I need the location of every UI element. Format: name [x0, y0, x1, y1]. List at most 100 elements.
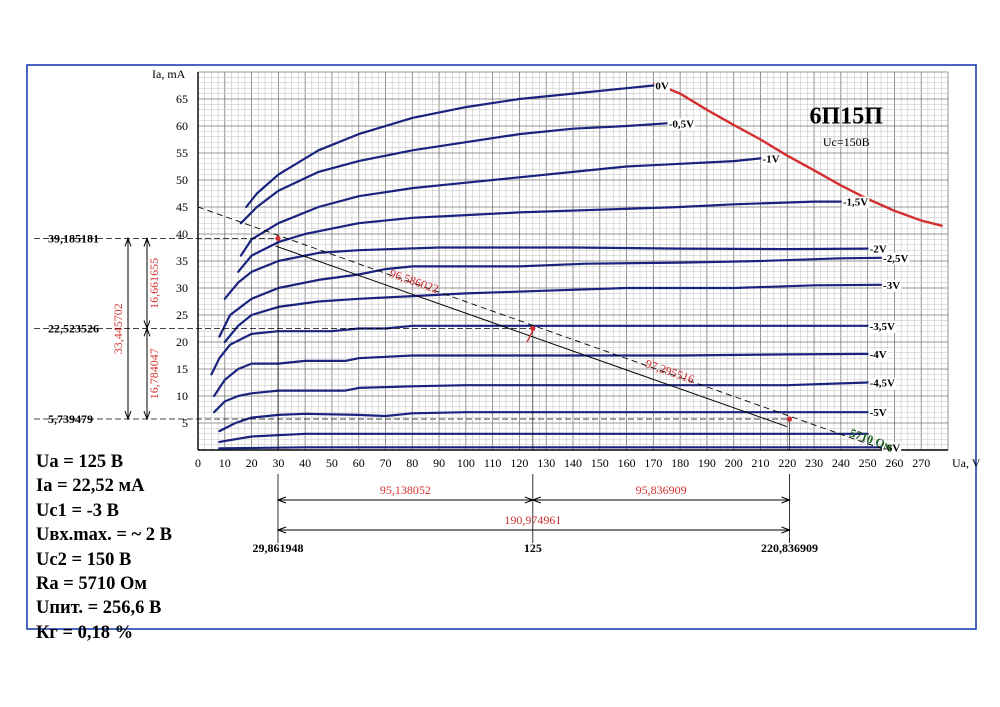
x-tick-label: 190: [698, 456, 716, 470]
voltage-right-label: 95,836909: [636, 483, 687, 497]
x-tick-label: 140: [564, 456, 582, 470]
y-tick-label: 5: [182, 416, 188, 430]
chart-title: 6П15П: [810, 103, 884, 129]
param-thd: Кг = 0,18 %: [36, 622, 134, 643]
current-value-label: 5,739479: [48, 412, 93, 426]
series-label-background: [882, 252, 910, 265]
series-label-2-5V: -2,5V: [883, 253, 908, 265]
y-tick-label: 40: [176, 227, 188, 241]
series-label-background: [868, 377, 897, 390]
current-value-label: 39,185181: [48, 231, 99, 245]
operating-parameters: Ua = 125 В Ia = 22,52 мА Uc1 = -3 В Uвх.…: [36, 450, 172, 645]
series-label-4V: -4V: [870, 349, 887, 361]
operating-point-marker: [530, 325, 536, 331]
operating-point-marker: [786, 416, 793, 422]
voltage-total-label: 190,974961: [504, 513, 561, 527]
x-tick-label: 50: [326, 456, 338, 470]
x-tick-label: 150: [591, 456, 609, 470]
current-total-label: 33,445702: [111, 303, 125, 354]
y-tick-label: 45: [176, 200, 188, 214]
current-total-dimension-arrow-top: [124, 236, 132, 247]
y-tick-label: 65: [176, 92, 188, 106]
series-label-6V: -6V: [883, 442, 900, 454]
current-total-dimension-arrow-bottom: [124, 410, 132, 421]
x-tick-label: 40: [299, 456, 311, 470]
page-frame: [26, 64, 977, 630]
y-tick-label: 55: [176, 146, 188, 160]
x-tick-label: 200: [725, 456, 743, 470]
voltage-total-dimension-arrow-left: [276, 526, 287, 534]
series-label-3V: -3V: [883, 280, 900, 292]
y-tick-label: 10: [176, 389, 188, 403]
x-tick-label: 210: [752, 456, 770, 470]
param-uin-max: Uвх.max. = ~ 2 В: [36, 525, 173, 546]
param-supply: Uпит. = 256,6 В: [36, 598, 162, 619]
param-uc1: Uc1 = -3 В: [36, 500, 119, 521]
y-tick-label: 25: [176, 308, 188, 322]
max-dissipation-curve: [652, 81, 943, 228]
x-tick-label: 170: [644, 456, 662, 470]
series-label-background: [868, 348, 888, 361]
x-tick-label: 0: [195, 456, 201, 470]
series-line-2V: [223, 246, 869, 300]
series-label-1V: -1V: [763, 153, 780, 165]
x-tick-label: 70: [380, 456, 392, 470]
x-tick-label: 110: [484, 456, 502, 470]
x-tick-label: 60: [353, 456, 365, 470]
x-tick-label: 270: [912, 456, 930, 470]
diagonal-lower-label: 97,295516: [643, 356, 696, 386]
x-tick-label: 20: [246, 456, 258, 470]
current-upper-dimension-arrow-top: [143, 236, 151, 247]
voltage-total-dimension-arrow-right: [781, 526, 791, 534]
voltage-value-label: 125: [524, 541, 542, 555]
param-ua: Ua = 125 В: [36, 452, 124, 472]
x-tick-label: 230: [805, 456, 823, 470]
x-tick-label: 100: [457, 456, 475, 470]
voltage-right-dimension-arrow-left: [531, 496, 541, 504]
voltage-value-label: 29,861948: [252, 541, 303, 555]
x-tick-label: 90: [433, 456, 445, 470]
y-tick-label: 30: [176, 281, 188, 295]
series-line-1V: [239, 157, 762, 257]
series-line-6V: [218, 446, 883, 450]
param-uc2: Uc2 = 150 В: [36, 549, 132, 570]
current-value-label: 22,523526: [48, 321, 99, 335]
series-label-background: [654, 80, 670, 93]
series-line-4V: [213, 352, 869, 398]
voltage-value-label: 220,836909: [761, 541, 818, 555]
diagonal-dimension-tick: [526, 329, 534, 343]
series-line-0-5V: [239, 122, 668, 225]
series-line-3V: [223, 283, 883, 344]
series-label-background: [882, 279, 902, 292]
diagonal-dimension-line: [275, 245, 788, 428]
x-tick-label: 120: [510, 456, 528, 470]
x-tick-label: 240: [832, 456, 850, 470]
series-line-1-5V: [237, 200, 842, 273]
x-tick-label: 130: [537, 456, 555, 470]
voltage-right-dimension-arrow-right: [781, 496, 791, 504]
series-label-background: [868, 320, 897, 333]
current-lower-dimension-arrow-bottom: [143, 410, 151, 421]
series-label-1-5V: -1,5V: [843, 197, 868, 209]
load-line: [197, 206, 886, 451]
x-tick-label: 10: [219, 456, 231, 470]
series-label-background: [841, 196, 870, 209]
series-label-background: [667, 118, 696, 131]
x-tick-label: 220: [778, 456, 796, 470]
y-tick-label: 15: [176, 362, 188, 376]
series-line-5-5V: [218, 432, 869, 443]
param-ra: Ra = 5710 Ом: [36, 574, 148, 595]
x-tick-label: 30: [272, 456, 284, 470]
voltage-left-label: 95,138052: [380, 483, 431, 497]
x-tick-label: 180: [671, 456, 689, 470]
chart-subtitle: Uc=150B: [823, 135, 870, 149]
series-label-0V: 0V: [655, 81, 669, 93]
current-lower-label: 16,784047: [147, 348, 161, 399]
x-axis-label: Ua, V: [952, 456, 981, 470]
series-label-0-5V: -0,5V: [669, 118, 694, 130]
y-tick-label: 60: [176, 119, 188, 133]
label-layer: 0 10 20 30 40 50 60 70 80 90 100 110 120 130 140 150 160…: [48, 67, 981, 555]
series-line-2-5V: [218, 256, 883, 338]
series-label-background: [761, 153, 781, 166]
series-label-background: [882, 442, 902, 455]
